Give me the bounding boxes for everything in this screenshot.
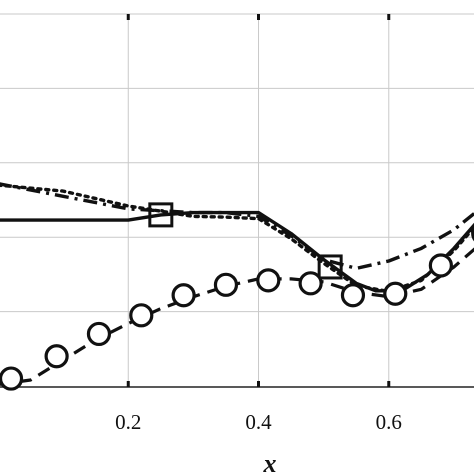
x-axis-label: x [263, 449, 277, 474]
x-tick-label: 0.6 [376, 410, 402, 434]
circle-marker [213, 272, 239, 297]
series-dash-dot [0, 182, 474, 271]
series-dashed [0, 225, 474, 391]
square-marker [148, 202, 174, 228]
circle-marker [340, 283, 366, 308]
circle-marker [129, 303, 154, 328]
x-tick-labels: 0.2 0.4 0.6 [115, 410, 402, 434]
circle-marker [86, 321, 112, 347]
series-group [0, 182, 474, 391]
square-marker [317, 254, 343, 280]
series-line-dash-dot [0, 182, 474, 271]
circle-marker [0, 366, 24, 391]
axes-frame [0, 14, 474, 388]
circle-marker [298, 271, 323, 296]
circle-marker [171, 283, 196, 308]
grid [0, 13, 474, 386]
x-tick-label: 0.4 [245, 410, 272, 434]
x-tick-label: 0.2 [115, 410, 141, 434]
circle-marker [44, 344, 69, 369]
series-line-dotted [0, 183, 474, 294]
circle-marker [383, 281, 408, 306]
circle-marker [256, 268, 281, 293]
series-dotted [0, 183, 474, 294]
circle-marker [428, 253, 453, 278]
